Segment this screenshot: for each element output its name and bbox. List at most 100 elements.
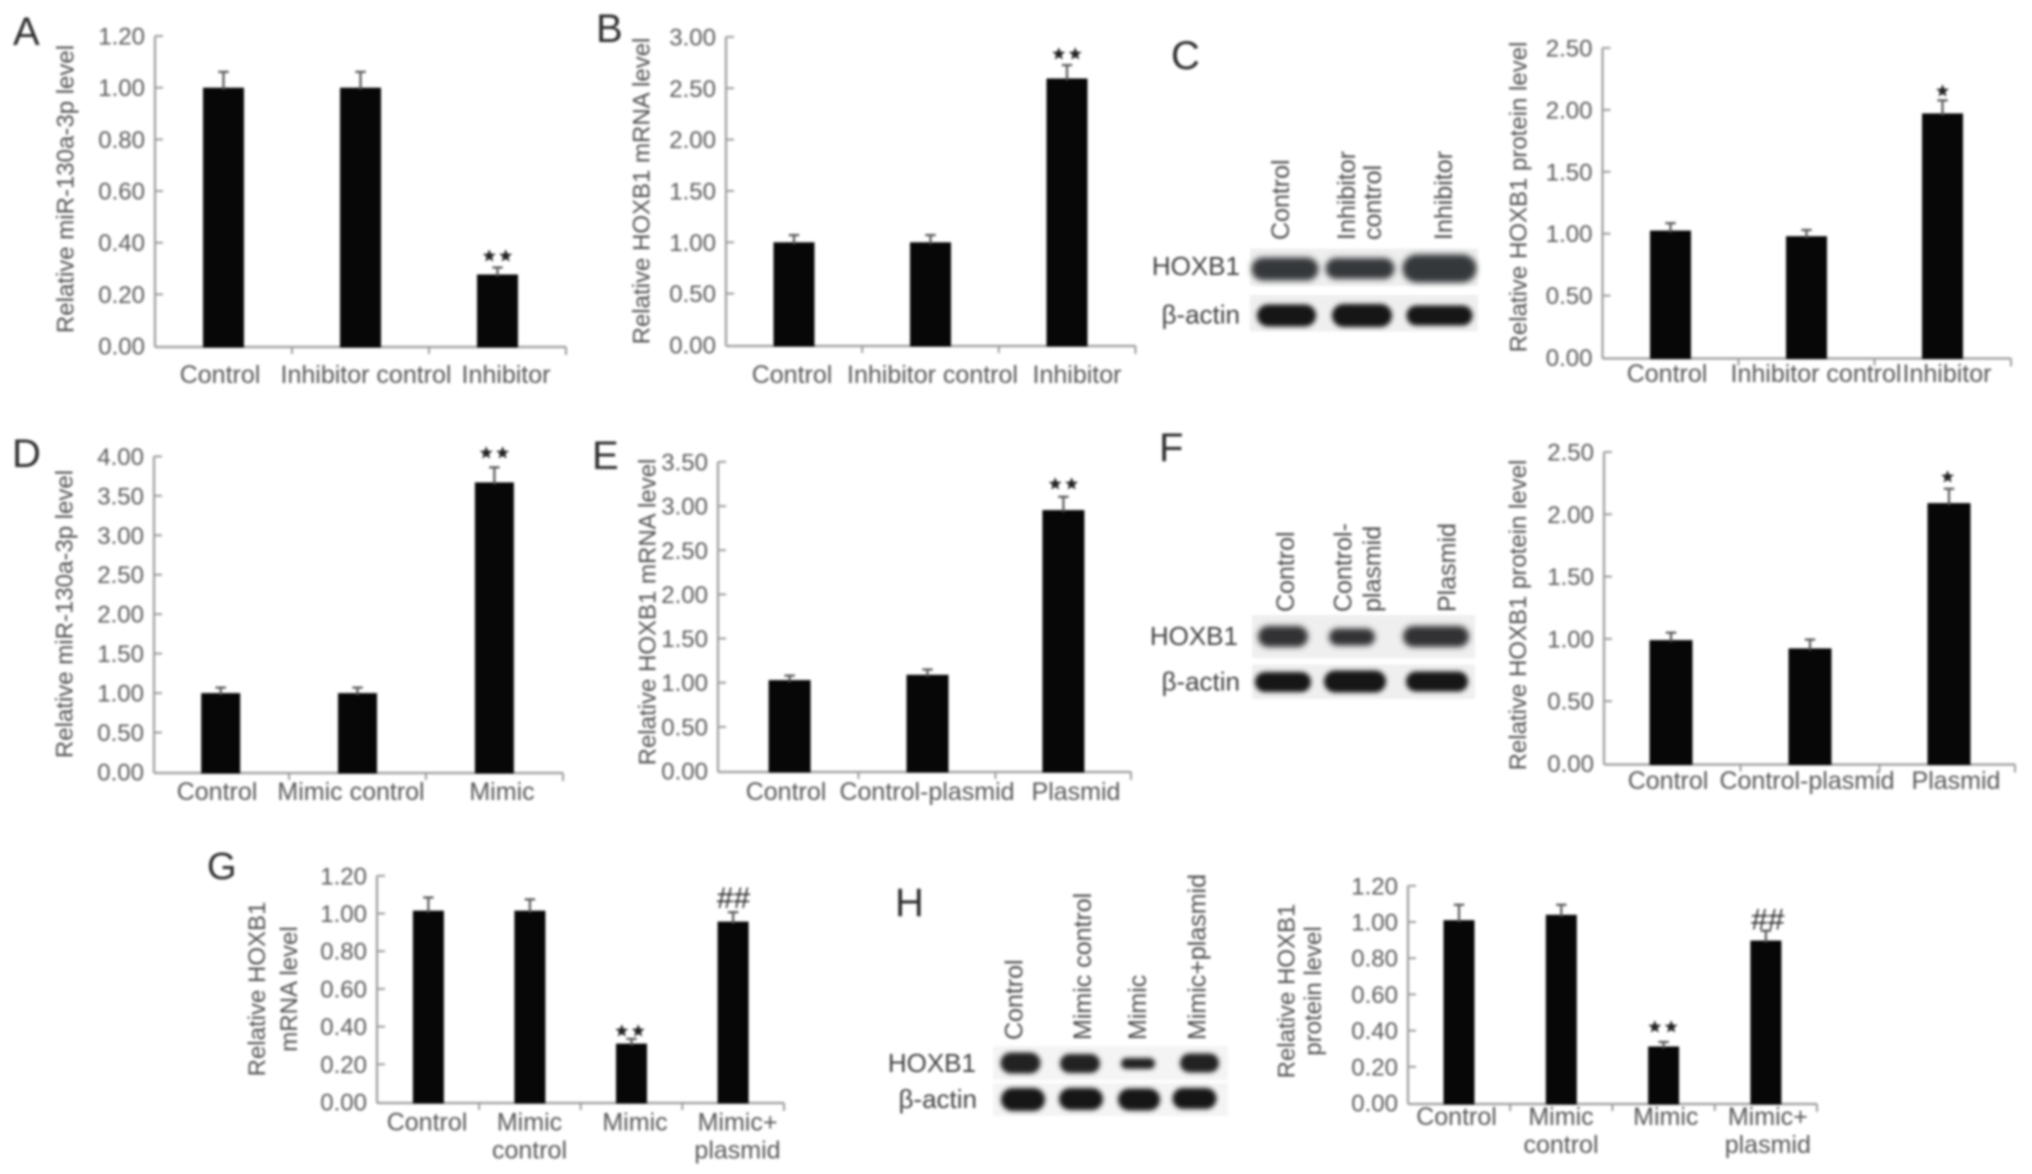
svg-text:β-actin: β-actin [1161, 300, 1240, 330]
svg-text:0.00: 0.00 [320, 1090, 367, 1117]
svg-text:1.20: 1.20 [98, 24, 145, 51]
svg-text:4.00: 4.00 [97, 444, 144, 471]
svg-text:1.00: 1.00 [669, 230, 716, 257]
svg-text:Relative HOXB1: Relative HOXB1 [244, 902, 271, 1077]
svg-text:control: control [1359, 165, 1387, 240]
svg-text:Relative HOXB1 protein level: Relative HOXB1 protein level [1506, 42, 1533, 353]
svg-text:2.00: 2.00 [661, 582, 708, 609]
svg-text:Control: Control [180, 361, 261, 389]
svg-text:0.20: 0.20 [1351, 1054, 1398, 1081]
svg-text:0.00: 0.00 [669, 333, 716, 360]
svg-text:HOXB1: HOXB1 [1152, 251, 1240, 281]
svg-text:Mimic: Mimic [497, 1109, 562, 1137]
svg-text:E: E [592, 434, 619, 478]
svg-text:1.50: 1.50 [1547, 564, 1594, 591]
svg-text:0.50: 0.50 [661, 714, 708, 741]
svg-text:0.60: 0.60 [98, 179, 145, 206]
svg-text:F: F [1159, 426, 1183, 470]
svg-text:0.00: 0.00 [1547, 751, 1594, 778]
svg-text:HOXB1: HOXB1 [1150, 621, 1238, 651]
svg-text:Inhibitor: Inhibitor [1033, 361, 1122, 389]
svg-text:Plasmid: Plasmid [1912, 767, 2001, 795]
svg-text:Mimic+: Mimic+ [698, 1109, 778, 1137]
svg-text:Inhibitor control: Inhibitor control [847, 361, 1018, 389]
svg-text:0.20: 0.20 [320, 1052, 367, 1079]
svg-text:Inhibitor: Inhibitor [462, 361, 551, 389]
svg-text:Mimic control: Mimic control [1069, 893, 1097, 1040]
svg-text:2.00: 2.00 [97, 602, 144, 629]
svg-text:2.00: 2.00 [1547, 502, 1594, 529]
svg-text:0.80: 0.80 [98, 127, 145, 154]
svg-text:0.00: 0.00 [98, 334, 145, 361]
svg-text:##: ## [1751, 903, 1785, 936]
svg-text:0.60: 0.60 [320, 976, 367, 1003]
svg-text:0.80: 0.80 [320, 939, 367, 966]
svg-text:1.00: 1.00 [98, 75, 145, 102]
svg-text:2.00: 2.00 [669, 127, 716, 154]
svg-text:mRNA level: mRNA level [276, 926, 303, 1051]
svg-text:HOXB1: HOXB1 [888, 1048, 976, 1078]
svg-text:Mimic+: Mimic+ [1728, 1103, 1808, 1131]
svg-text:0.00: 0.00 [1351, 1091, 1398, 1118]
svg-text:Inhibitor: Inhibitor [1903, 360, 1992, 388]
svg-text:1.00: 1.00 [1351, 910, 1398, 937]
svg-text:Control: Control [177, 778, 258, 806]
svg-text:Control: Control [746, 778, 827, 806]
svg-text:0.40: 0.40 [320, 1014, 367, 1041]
svg-text:3.00: 3.00 [97, 523, 144, 550]
svg-text:Relative HOXB1 mRNA level: Relative HOXB1 mRNA level [629, 38, 656, 345]
svg-text:Control-: Control- [1330, 523, 1358, 612]
svg-text:0.40: 0.40 [1351, 1018, 1398, 1045]
svg-text:Mimic control: Mimic control [277, 778, 424, 806]
svg-text:3.00: 3.00 [669, 24, 716, 51]
svg-text:β-actin: β-actin [1161, 667, 1240, 697]
svg-text:β-actin: β-actin [898, 1084, 977, 1114]
svg-text:Control: Control [1627, 360, 1708, 388]
svg-text:1.50: 1.50 [661, 626, 708, 653]
svg-text:3.00: 3.00 [661, 494, 708, 521]
svg-text:Relative miR-130a-3p level: Relative miR-130a-3p level [53, 45, 80, 333]
svg-text:2.50: 2.50 [1546, 36, 1593, 63]
svg-text:1.00: 1.00 [320, 901, 367, 928]
svg-text:Relative miR-130a-3p level: Relative miR-130a-3p level [52, 470, 79, 758]
svg-text:Control: Control [387, 1109, 468, 1137]
svg-text:Control: Control [1416, 1103, 1497, 1131]
svg-text:0.50: 0.50 [669, 281, 716, 308]
svg-text:0.00: 0.00 [1546, 345, 1593, 372]
svg-text:1.00: 1.00 [97, 681, 144, 708]
svg-text:3.50: 3.50 [661, 449, 708, 476]
svg-text:0.50: 0.50 [1546, 283, 1593, 310]
svg-text:Control: Control [1628, 767, 1709, 795]
svg-text:1.20: 1.20 [320, 863, 367, 890]
svg-text:0.20: 0.20 [98, 282, 145, 309]
svg-text:Control-plasmid: Control-plasmid [839, 778, 1014, 806]
svg-text:Control: Control [1001, 959, 1029, 1040]
svg-text:2.50: 2.50 [661, 538, 708, 565]
svg-text:Inhibitor: Inhibitor [1430, 151, 1458, 240]
svg-text:plasmid: plasmid [1359, 526, 1387, 612]
svg-text:1.00: 1.00 [661, 670, 708, 697]
svg-text:Plasmid: Plasmid [1032, 778, 1121, 806]
svg-text:2.00: 2.00 [1546, 97, 1593, 124]
svg-text:Control-plasmid: Control-plasmid [1719, 767, 1894, 795]
svg-text:Relative HOXB1: Relative HOXB1 [1274, 904, 1301, 1079]
svg-text:Mimic: Mimic [602, 1109, 667, 1137]
svg-text:Control: Control [752, 361, 833, 389]
svg-text:##: ## [717, 882, 751, 915]
svg-text:C: C [1171, 34, 1200, 78]
svg-text:Control: Control [1272, 531, 1300, 612]
svg-text:1.50: 1.50 [97, 641, 144, 668]
svg-text:Relative HOXB1 protein level: Relative HOXB1 protein level [1505, 460, 1532, 771]
svg-text:plasmid: plasmid [1725, 1131, 1811, 1159]
svg-text:1.00: 1.00 [1546, 221, 1593, 248]
svg-text:2.50: 2.50 [1547, 440, 1594, 467]
svg-text:1.50: 1.50 [1546, 159, 1593, 186]
svg-text:1.00: 1.00 [1547, 626, 1594, 653]
svg-text:Mimic+plasmid: Mimic+plasmid [1184, 874, 1212, 1040]
svg-text:3.50: 3.50 [97, 483, 144, 510]
svg-text:control: control [1523, 1131, 1598, 1159]
svg-text:1.20: 1.20 [1351, 873, 1398, 900]
svg-text:1.50: 1.50 [669, 178, 716, 205]
svg-text:Relative HOXB1 mRNA level: Relative HOXB1 mRNA level [635, 459, 662, 766]
svg-text:0.50: 0.50 [1547, 689, 1594, 716]
